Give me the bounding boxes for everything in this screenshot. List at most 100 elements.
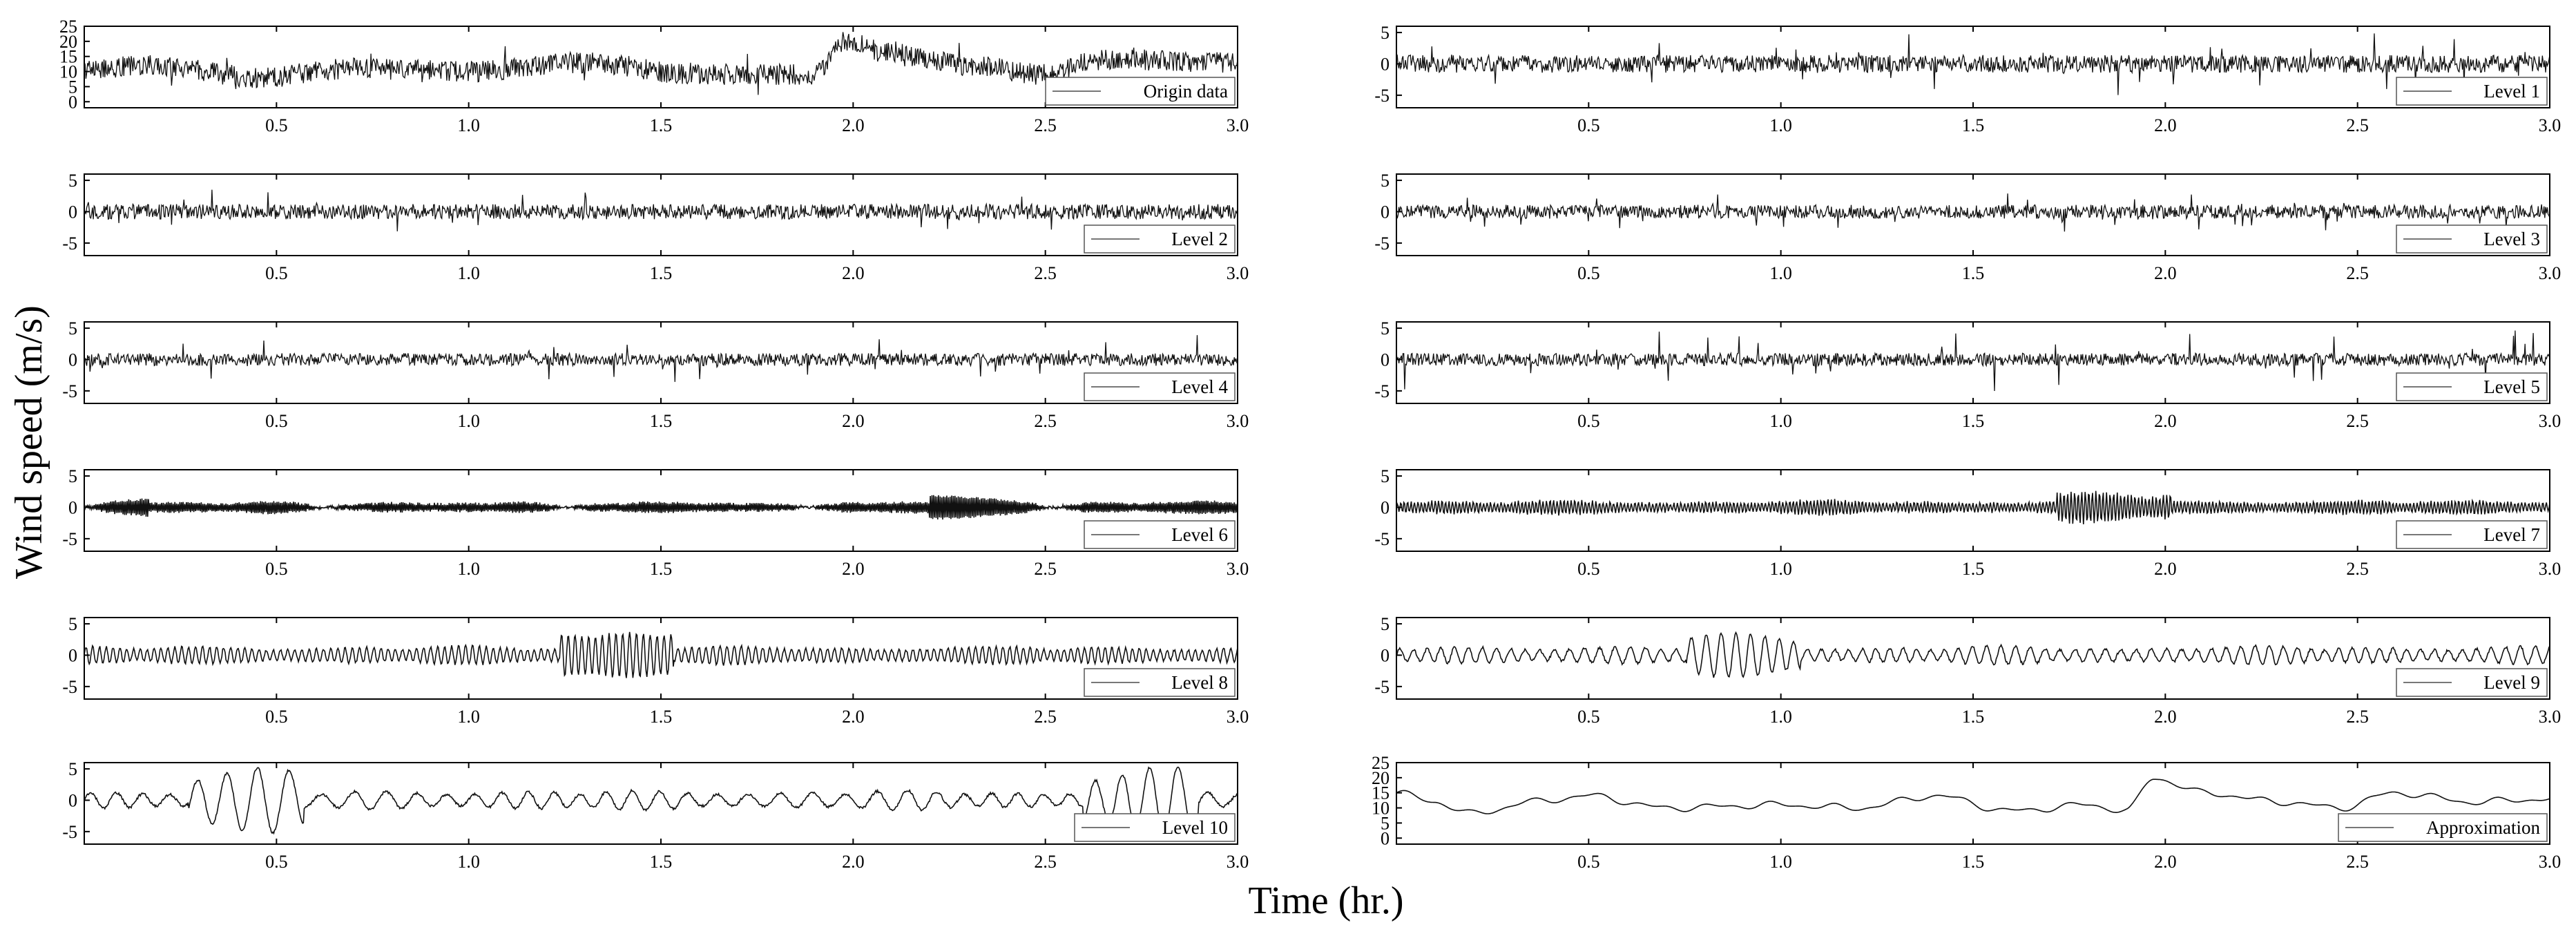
y-tick-label: 0 [1381, 54, 1390, 74]
x-tick-label: 2.0 [842, 115, 865, 135]
x-tick-label: 1.5 [1962, 263, 1985, 283]
x-tick-label: 1.5 [1962, 707, 1985, 727]
y-tick-label: 5 [1381, 171, 1390, 191]
legend-label: Level 10 [1162, 817, 1228, 838]
legend-label: Level 2 [1171, 229, 1228, 249]
x-tick-label: 1.0 [457, 115, 480, 135]
x-tick-label: 3.0 [2539, 115, 2561, 135]
x-tick-label: 2.5 [1034, 559, 1057, 579]
panel-6: -5 0 5 0.5 1.0 1.5 2.0 2.5 3.0 Level 5 [1374, 318, 2561, 431]
panel-2: -5 0 5 0.5 1.0 1.5 2.0 2.5 3.0 Level 1 [1374, 23, 2561, 135]
y-tick-label: 5 [1381, 614, 1390, 634]
x-tick-label: 1.5 [1962, 115, 1985, 135]
x-tick-label: 3.0 [1227, 559, 1249, 579]
y-tick-label: -5 [62, 529, 77, 549]
x-tick-label: 1.5 [650, 263, 673, 283]
x-tick-label: 1.0 [457, 559, 480, 579]
x-tick-label: 2.0 [2154, 852, 2177, 872]
legend-label: Level 8 [1171, 672, 1228, 693]
axes-frame [84, 617, 1238, 700]
y-tick-label: 0 [68, 350, 77, 370]
y-tick-label: 5 [68, 466, 77, 486]
x-tick-label: 0.5 [1577, 115, 1600, 135]
x-tick-label: 3.0 [1227, 115, 1249, 135]
x-tick-label: 2.5 [2346, 263, 2369, 283]
y-tick-label: -5 [1374, 381, 1390, 401]
y-tick-label: -5 [62, 381, 77, 401]
y-tick-label: 25 [59, 17, 77, 37]
x-tick-label: 2.5 [2346, 115, 2369, 135]
legend: Level 4 [1084, 372, 1236, 401]
series-line [1396, 330, 2550, 392]
x-tick-label: 2.0 [842, 707, 865, 727]
y-tick-label: 20 [1372, 768, 1390, 788]
y-tick-label: 0 [68, 202, 77, 222]
x-tick-label: 2.5 [2346, 411, 2369, 431]
y-tick-label: 5 [1381, 318, 1390, 338]
y-tick-label: -5 [1374, 233, 1390, 254]
x-tick-label: 3.0 [1227, 707, 1249, 727]
x-tick-label: 1.5 [650, 411, 673, 431]
x-tick-label: 2.5 [1034, 411, 1057, 431]
y-tick-label: 0 [68, 790, 77, 810]
x-tick-label: 3.0 [2539, 559, 2561, 579]
legend: Level 9 [2396, 668, 2548, 697]
legend-label: Level 5 [2483, 376, 2540, 397]
panel-11: -5 0 5 0.5 1.0 1.5 2.0 2.5 3.0 Level 10 [62, 759, 1249, 872]
x-tick-label: 2.5 [2346, 707, 2369, 727]
legend-label: Level 4 [1171, 376, 1228, 397]
legend-label: Approximation [2426, 817, 2540, 838]
legend: Level 1 [2396, 77, 2548, 106]
x-tick-label: 2.5 [2346, 559, 2369, 579]
series-line [84, 335, 1238, 382]
y-tick-label: 15 [1372, 783, 1390, 803]
panel-3: -5 0 5 0.5 1.0 1.5 2.0 2.5 3.0 Level 2 [62, 171, 1249, 283]
panel-9: -5 0 5 0.5 1.0 1.5 2.0 2.5 3.0 Level 8 [62, 614, 1249, 727]
panel-4: -5 0 5 0.5 1.0 1.5 2.0 2.5 3.0 Level 3 [1374, 171, 2561, 283]
legend: Level 3 [2396, 225, 2548, 254]
y-tick-label: 5 [68, 318, 77, 338]
series-line [1396, 631, 2550, 678]
x-tick-label: 0.5 [265, 263, 288, 283]
x-tick-label: 1.0 [1769, 852, 1792, 872]
x-tick-label: 1.5 [650, 852, 673, 872]
x-tick-label: 1.0 [1769, 411, 1792, 431]
series-line [1396, 193, 2550, 232]
series-line [1396, 33, 2550, 95]
x-tick-label: 2.0 [2154, 411, 2177, 431]
y-tick-label: -5 [1374, 529, 1390, 549]
x-tick-label: 2.0 [842, 411, 865, 431]
x-tick-label: 2.5 [1034, 707, 1057, 727]
x-tick-label: 3.0 [2539, 411, 2561, 431]
x-tick-label: 2.0 [2154, 115, 2177, 135]
x-tick-label: 2.0 [842, 559, 865, 579]
x-tick-label: 0.5 [1577, 411, 1600, 431]
x-tick-label: 1.5 [1962, 852, 1985, 872]
y-tick-label: 5 [68, 759, 77, 779]
x-tick-label: 1.5 [1962, 411, 1985, 431]
x-tick-label: 0.5 [1577, 263, 1600, 283]
y-tick-label: 0 [1381, 202, 1390, 222]
x-tick-label: 1.5 [650, 115, 673, 135]
series-line [84, 766, 1238, 836]
series-line [1396, 779, 2550, 814]
legend-label: Level 7 [2483, 524, 2540, 545]
y-tick-label: -5 [62, 233, 77, 254]
legend: Level 6 [1084, 520, 1236, 549]
x-tick-label: 2.5 [2346, 852, 2369, 872]
x-tick-label: 1.5 [650, 707, 673, 727]
x-tick-label: 3.0 [1227, 411, 1249, 431]
panel-10: -5 0 5 0.5 1.0 1.5 2.0 2.5 3.0 Level 9 [1374, 614, 2561, 727]
series-line [84, 32, 1238, 95]
x-tick-label: 3.0 [1227, 263, 1249, 283]
x-tick-label: 3.0 [2539, 852, 2561, 872]
y-tick-label: 10 [1372, 799, 1390, 819]
x-tick-label: 2.0 [2154, 559, 2177, 579]
x-tick-label: 1.0 [457, 852, 480, 872]
legend: Approximation [2338, 813, 2548, 842]
series-line [84, 631, 1238, 678]
